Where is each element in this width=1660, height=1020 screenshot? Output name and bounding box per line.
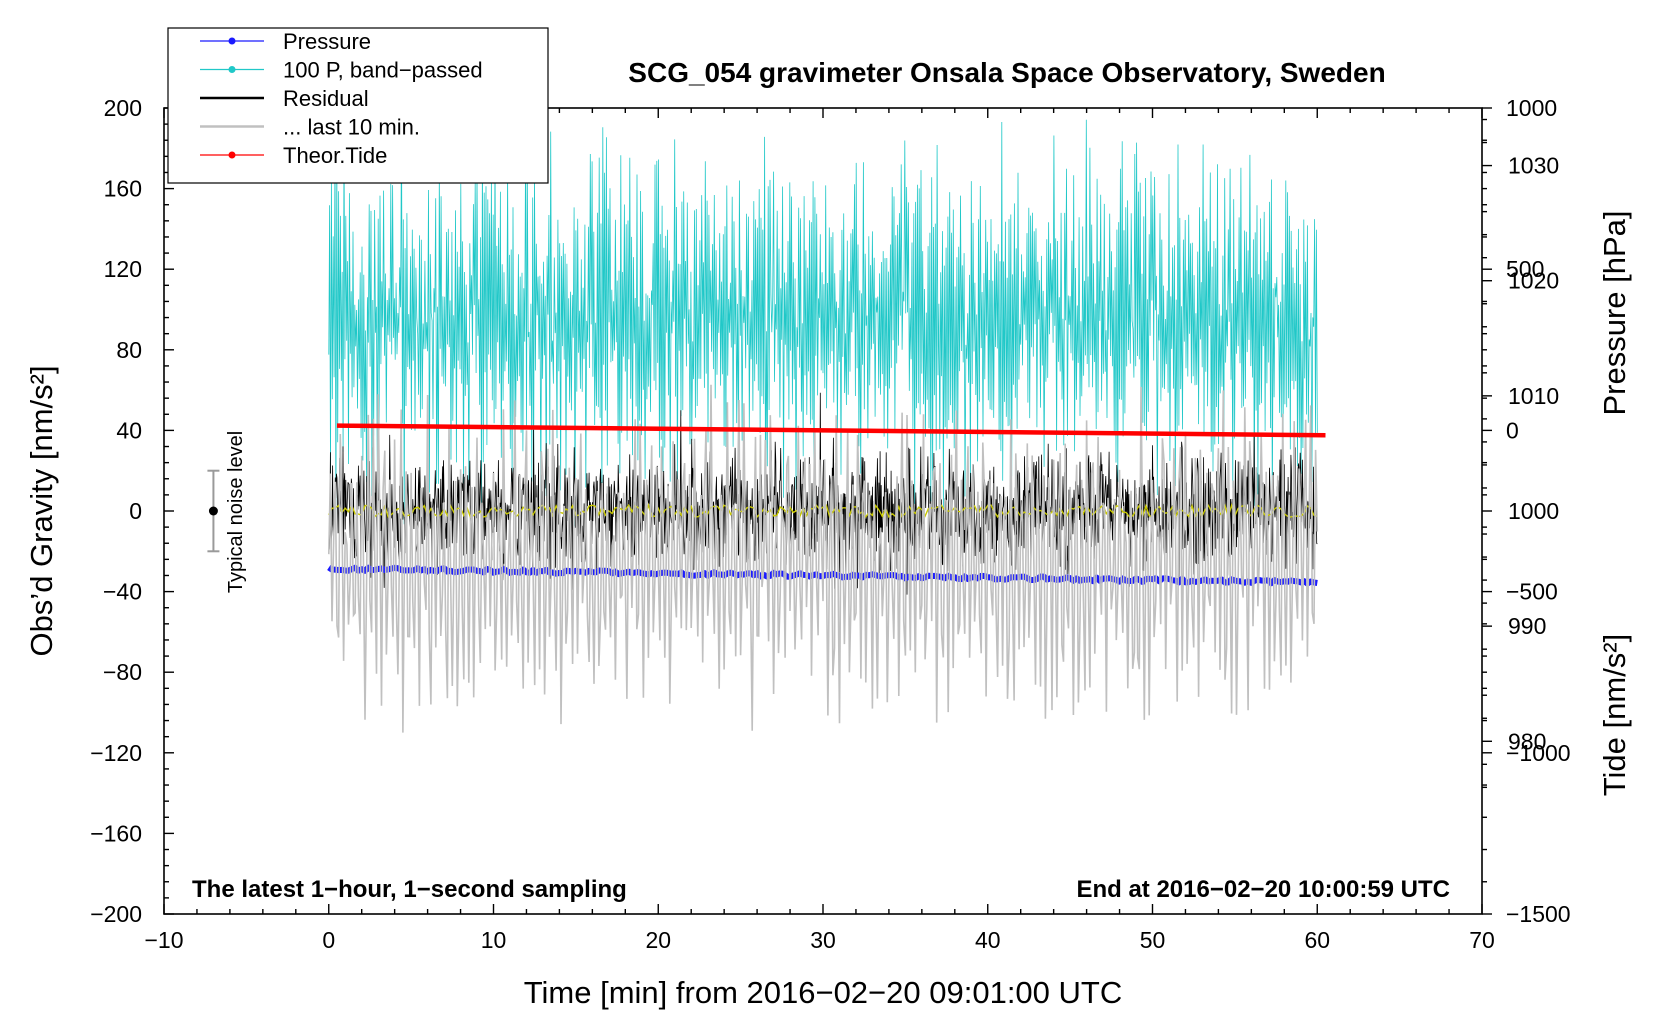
pressure-tick-label: 990 bbox=[1508, 613, 1546, 639]
x-tick-label: 70 bbox=[1469, 927, 1495, 953]
legend-marker bbox=[228, 151, 236, 159]
x-tick-label: 20 bbox=[645, 927, 671, 953]
y-axis-label-tide: Tide [nm/s²] bbox=[1597, 634, 1632, 797]
y-tick-label: −120 bbox=[90, 740, 142, 766]
legend-label: Pressure bbox=[283, 29, 371, 54]
pressure-tick-label: 1010 bbox=[1508, 383, 1559, 409]
pressure-tick-label: 1020 bbox=[1508, 268, 1559, 294]
pressure-tick-label: 1000 bbox=[1508, 498, 1559, 524]
legend-label: 100 P, band−passed bbox=[283, 58, 483, 83]
x-tick-label: 0 bbox=[322, 927, 335, 953]
y-tick-label: 200 bbox=[104, 95, 142, 121]
series-bandpassed-pressure-line bbox=[328, 116, 1318, 532]
noise-level-label: Typical noise level bbox=[225, 431, 247, 593]
ticks-layer: −10 0 10 20 30 40 50 60 7020016012080400−40−80−1… bbox=[90, 95, 1570, 953]
x-tick-label: 30 bbox=[810, 927, 836, 953]
x-tick-label: 50 bbox=[1140, 927, 1166, 953]
y-tick-label: −80 bbox=[103, 659, 142, 685]
y-tick-label: −160 bbox=[90, 820, 142, 846]
series-last-10-min-line bbox=[328, 384, 1319, 733]
tide-tick-label: −1000 bbox=[1506, 740, 1571, 766]
legend-label: ... last 10 min. bbox=[283, 115, 420, 140]
pressure-tick-label: 1030 bbox=[1508, 153, 1559, 179]
y-tick-label: 80 bbox=[116, 337, 142, 363]
x-axis-label: Time [min] from 2016−02−20 09:01:00 UTC bbox=[524, 975, 1123, 1010]
legend-label: Residual bbox=[283, 86, 369, 111]
y-tick-label: 0 bbox=[129, 498, 142, 524]
y-tick-label: −200 bbox=[90, 901, 142, 927]
tide-tick-label: −1500 bbox=[1506, 901, 1571, 927]
y-axis-label-gravity: Obs’d Gravity [nm/s²] bbox=[24, 365, 59, 656]
noise-level-bar bbox=[207, 469, 220, 553]
pressure-tick-label: 980 bbox=[1508, 728, 1546, 754]
series-theoretical-tide-line bbox=[336, 423, 1326, 438]
y-tick-label: −40 bbox=[103, 579, 142, 605]
x-tick-label: −10 bbox=[144, 927, 183, 953]
y-tick-label: 160 bbox=[104, 176, 142, 202]
series-residual-line bbox=[328, 392, 1318, 595]
tide-tick-label: −500 bbox=[1506, 579, 1558, 605]
x-tick-label: 60 bbox=[1304, 927, 1330, 953]
tide-tick-label: 1000 bbox=[1506, 95, 1557, 121]
tide-tick-label: 500 bbox=[1506, 256, 1544, 282]
annotation-sampling: The latest 1−hour, 1−second sampling bbox=[192, 876, 627, 903]
noise-bar-dot bbox=[208, 506, 218, 516]
x-tick-label: 10 bbox=[481, 927, 507, 953]
y-tick-label: 40 bbox=[116, 417, 142, 443]
y-tick-label: 120 bbox=[104, 256, 142, 282]
legend-marker bbox=[228, 66, 236, 73]
legend-marker bbox=[228, 37, 236, 45]
legend: Pressure 100 P, band−passed Residual ... la… bbox=[167, 27, 549, 184]
data-layer bbox=[327, 116, 1326, 733]
x-tick-label: 40 bbox=[975, 927, 1001, 953]
y-axis-label-pressure: Pressure [hPa] bbox=[1597, 210, 1632, 415]
chart-title: SCG_054 gravimeter Onsala Space Observat… bbox=[628, 57, 1385, 88]
plot-frame bbox=[163, 107, 1483, 915]
annotation-end-time: End at 2016−02−20 10:00:59 UTC bbox=[1076, 876, 1450, 903]
tide-tick-label: 0 bbox=[1506, 417, 1519, 443]
legend-label: Theor.Tide bbox=[283, 143, 387, 168]
legend-items: Pressure 100 P, band−passed Residual ... la… bbox=[200, 29, 483, 168]
